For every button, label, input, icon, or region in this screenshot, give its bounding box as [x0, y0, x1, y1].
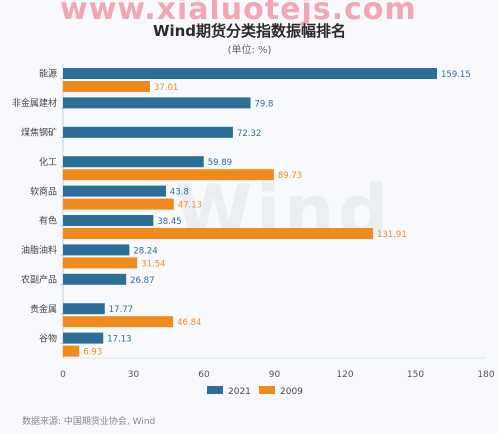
data-label-2009: 46.84 — [177, 318, 201, 328]
data-label-2021: 72.32 — [237, 129, 261, 139]
y-category-label: 农副产品 — [21, 274, 57, 286]
bar-2009 — [63, 198, 174, 210]
data-label-2021: 28.24 — [133, 246, 157, 256]
data-label-2021: 17.77 — [109, 305, 133, 315]
legend-swatch-2021 — [207, 386, 223, 394]
x-tick-label: 90 — [269, 370, 281, 380]
x-tick-label: 180 — [477, 370, 494, 380]
x-tick-label: 120 — [336, 370, 353, 380]
bar-2021 — [63, 156, 204, 168]
y-category-label: 煤焦钢矿 — [21, 127, 57, 139]
bar-2021 — [63, 68, 438, 79]
y-category-label: 非金属建材 — [12, 97, 57, 109]
bar-2021 — [63, 126, 233, 138]
legend-label: 2021 — [228, 387, 251, 397]
data-label-2021: 26.87 — [130, 276, 154, 286]
y-category-label: 油脂油料 — [21, 244, 57, 256]
data-label-2021: 38.45 — [157, 217, 181, 227]
bar-2021 — [63, 97, 251, 109]
legend-swatch-2009 — [259, 386, 275, 394]
y-category-label: 有色 — [39, 215, 57, 227]
data-label-2009: 31.54 — [141, 259, 165, 269]
x-tick-label: 60 — [198, 370, 210, 380]
y-category-label: 软商品 — [30, 185, 57, 197]
bar-2009 — [63, 169, 274, 181]
bar-2021 — [63, 332, 104, 344]
y-category-label: 贵金属 — [30, 303, 57, 315]
data-source-note: 数据来源: 中国期货业协会, Wind — [22, 417, 156, 427]
y-category-label: 能源 — [39, 68, 57, 80]
data-label-2009: 6.93 — [83, 348, 102, 358]
bar-2009 — [63, 257, 138, 269]
data-label-2009: 37.01 — [154, 83, 178, 93]
watermark-url: www.xialuotejs.com — [60, 0, 417, 27]
data-label-2021: 159.15 — [441, 70, 471, 80]
bar-2009 — [63, 81, 150, 92]
bar-2021 — [63, 185, 166, 197]
bar-2009 — [63, 228, 373, 239]
legend-label: 2009 — [280, 387, 303, 397]
chart-subtitle: (单位: %) — [227, 45, 272, 56]
y-category-label: 化工 — [39, 156, 57, 168]
data-label-2021: 17.13 — [107, 335, 131, 345]
bar-2009 — [63, 316, 174, 328]
data-label-2009: 47.13 — [178, 201, 202, 211]
data-label-2009: 89.73 — [278, 171, 302, 181]
bar-2021 — [63, 244, 130, 256]
bar-2021 — [63, 215, 154, 226]
data-label-2021: 79.8 — [255, 99, 274, 109]
x-tick-label: 0 — [60, 370, 66, 380]
chart-title: Wind期货分类指数振幅排名 — [152, 22, 347, 40]
x-tick-label: 150 — [407, 370, 424, 380]
bar-2021 — [63, 273, 127, 285]
y-category-label: 谷物 — [39, 332, 57, 344]
data-label-2009: 131.91 — [377, 230, 407, 240]
data-label-2021: 43.8 — [170, 188, 189, 198]
x-tick-label: 30 — [128, 370, 140, 380]
bar-2009 — [63, 345, 80, 357]
bar-2021 — [63, 303, 105, 315]
data-label-2021: 59.89 — [208, 158, 232, 168]
